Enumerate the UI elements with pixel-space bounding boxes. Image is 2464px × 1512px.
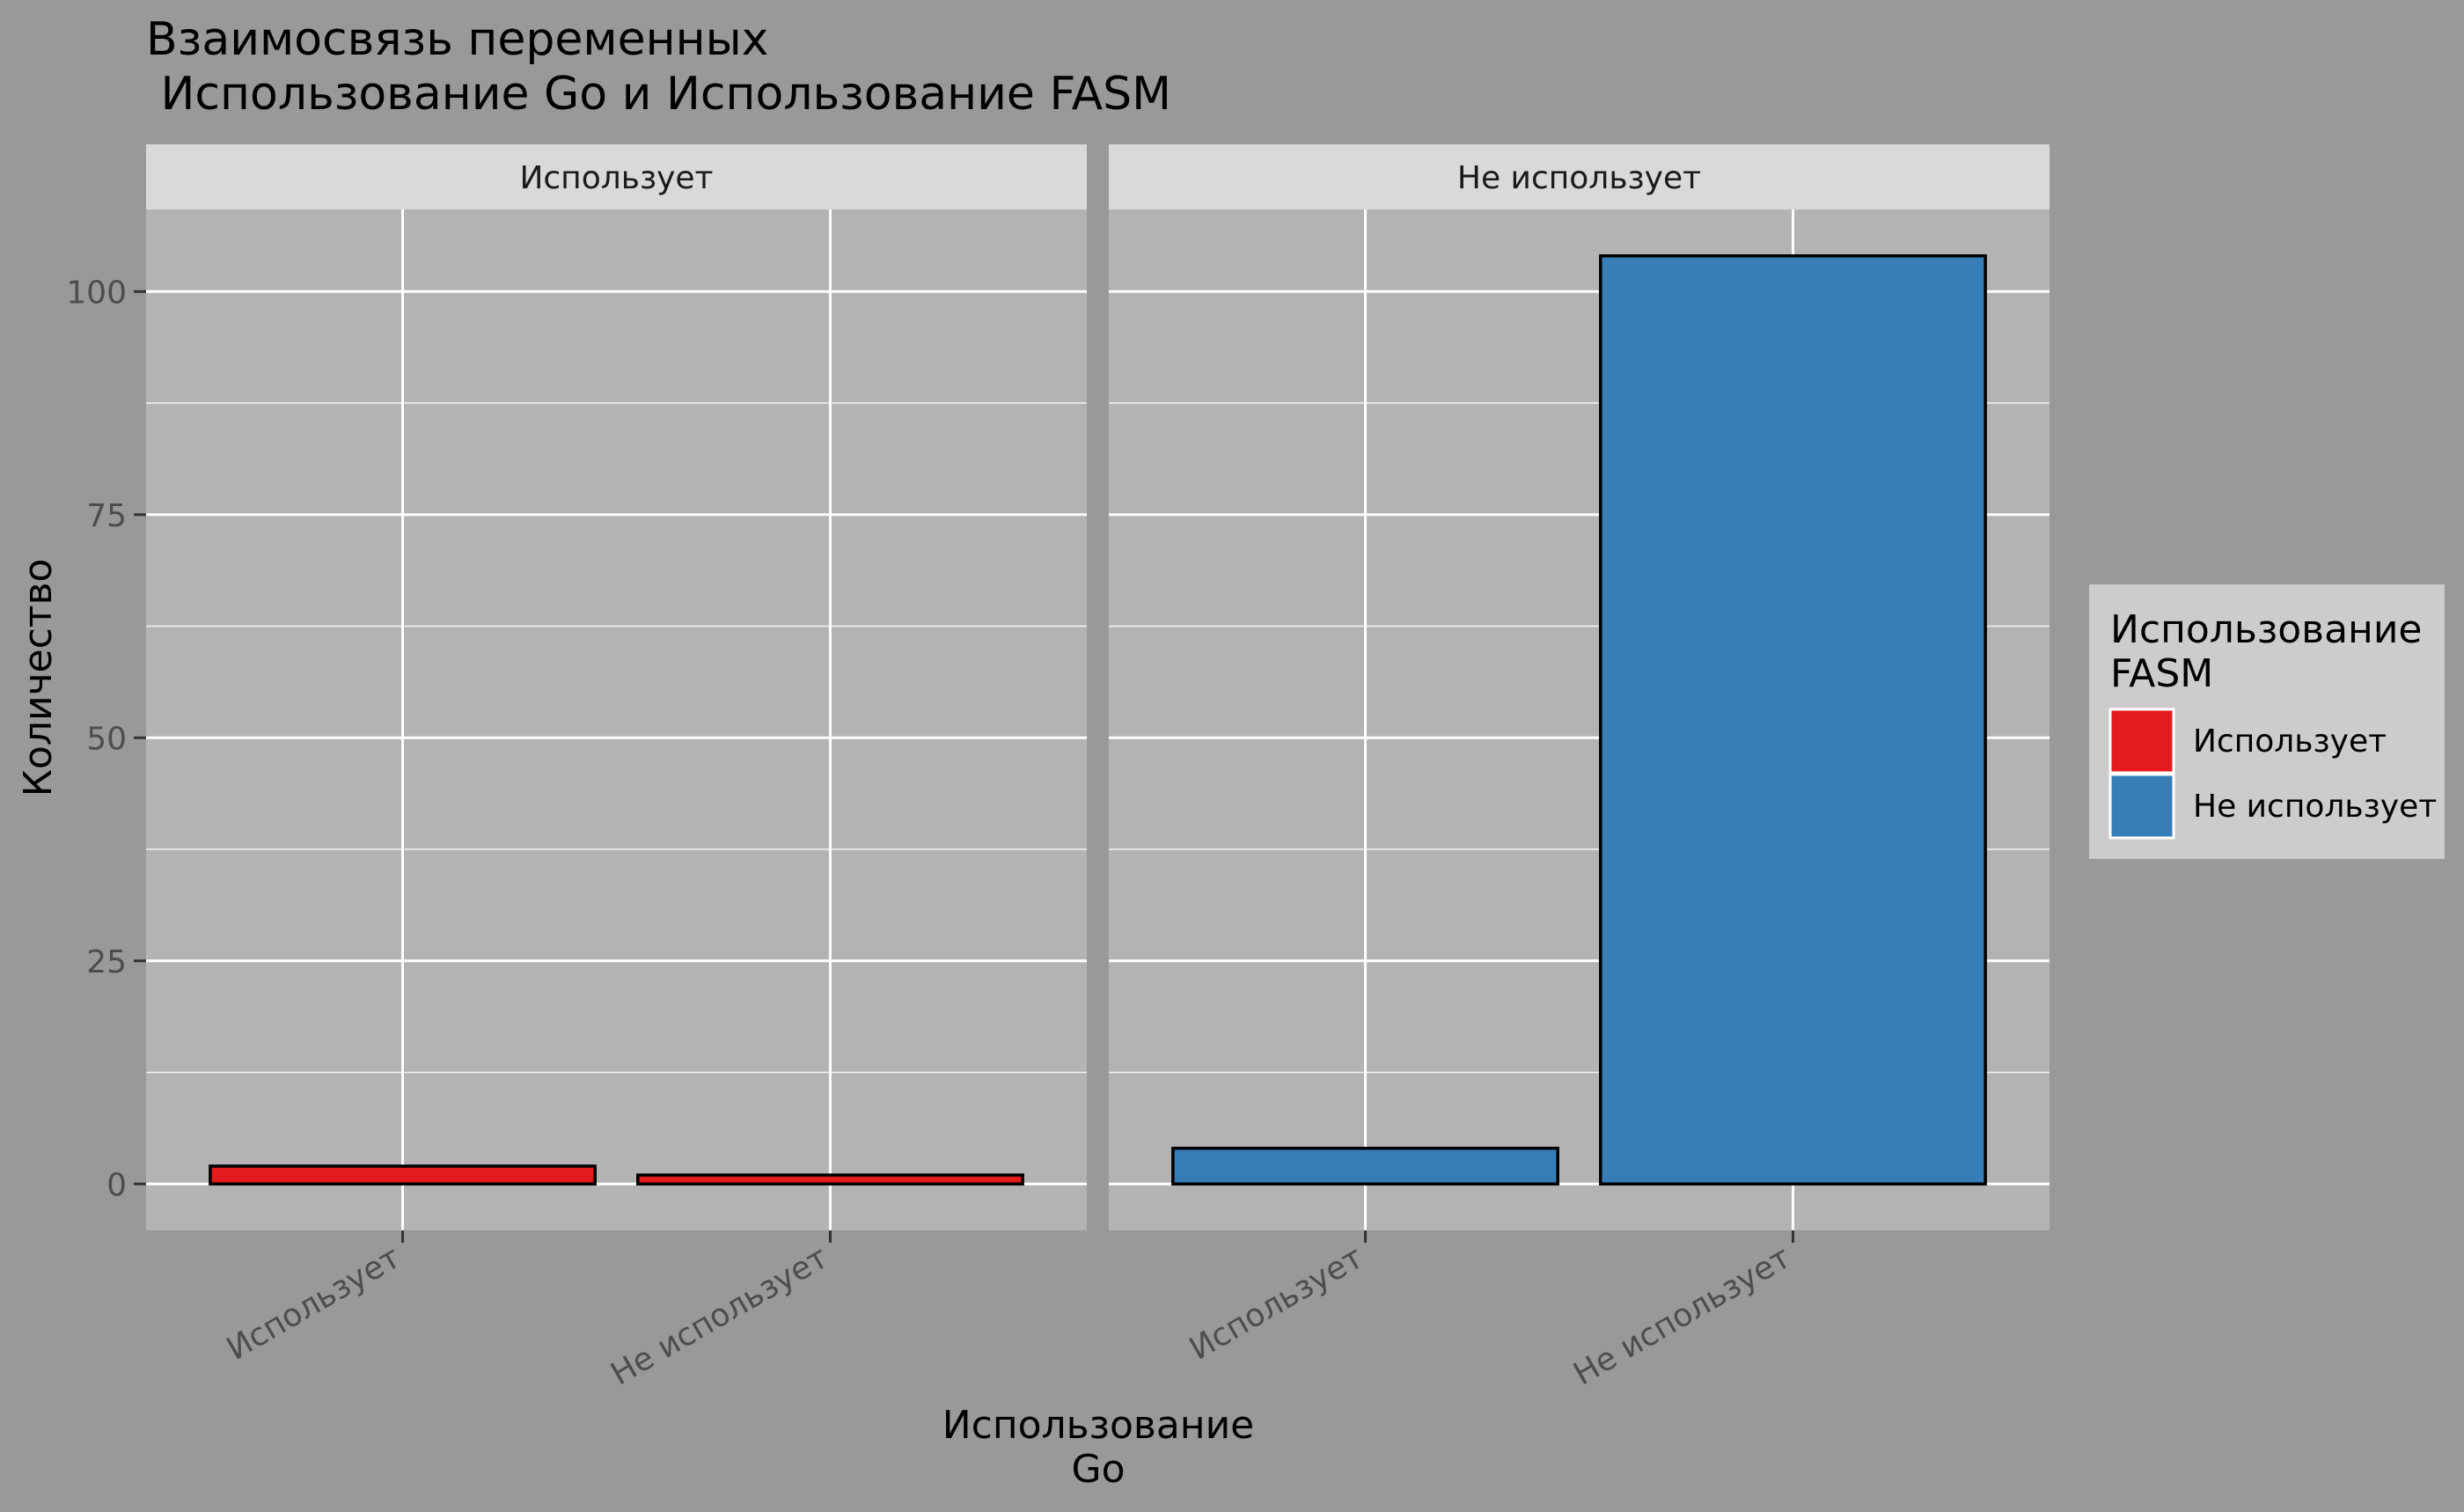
y-tick-label: 50 bbox=[86, 721, 127, 757]
bar bbox=[636, 1173, 1024, 1186]
bar bbox=[209, 1164, 597, 1186]
x-axis-label-line1: Использование bbox=[942, 1403, 1255, 1448]
chart-title-line1: Взаимосвязь переменных bbox=[146, 13, 768, 66]
y-axis: 0 25 50 75 100 bbox=[66, 275, 146, 1203]
x-axis-label-line2: Go bbox=[1071, 1447, 1125, 1492]
legend-item-label: Не использует bbox=[2193, 789, 2437, 825]
facet-strip-label: Не использует bbox=[1457, 160, 1701, 196]
chart-title-line2: Использование Go и Использование FASM bbox=[146, 68, 1171, 121]
legend-key bbox=[2108, 708, 2175, 774]
y-tick-label: 0 bbox=[106, 1167, 127, 1203]
y-tick-label: 75 bbox=[86, 498, 127, 534]
legend-title-line2: FASM bbox=[2110, 651, 2213, 696]
bar bbox=[1599, 253, 1987, 1186]
legend-key bbox=[2108, 773, 2175, 840]
facet-strip bbox=[146, 144, 1087, 209]
legend-title-line1: Использование bbox=[2110, 607, 2423, 652]
facet-strip bbox=[1109, 144, 2050, 209]
y-tick-label: 25 bbox=[86, 944, 127, 980]
bar bbox=[1171, 1146, 1559, 1186]
y-axis-label: Количество bbox=[16, 559, 61, 797]
facet-strip-label: Использует bbox=[519, 160, 713, 196]
legend-item-label: Использует bbox=[2193, 723, 2387, 760]
y-tick-label: 100 bbox=[66, 275, 127, 311]
panel-background bbox=[146, 209, 1087, 1230]
